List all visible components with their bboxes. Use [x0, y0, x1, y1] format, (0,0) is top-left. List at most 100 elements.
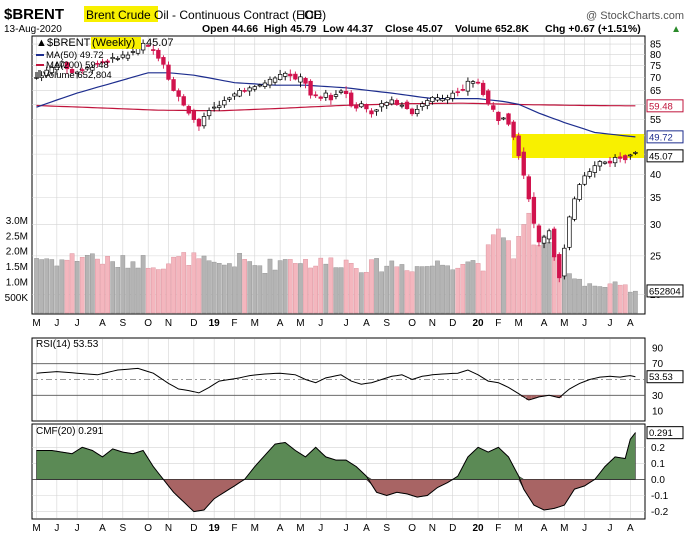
- candle-body: [74, 71, 80, 74]
- x-month-label: F: [231, 523, 237, 534]
- volume-bar: [171, 256, 176, 314]
- volume-bar: [156, 269, 161, 314]
- volume-bar: [511, 258, 516, 314]
- candle-body: [176, 90, 181, 97]
- price-tick-label: 65: [650, 86, 662, 97]
- rsi-tick-label: 90: [652, 343, 664, 354]
- volume-bar: [125, 267, 131, 314]
- x-month-label: M: [296, 523, 304, 534]
- x-axis-bottom: M J J A S O N D 19 F M A M J J A S O N D 20 F M A M J J A: [32, 523, 634, 534]
- candle-body: [557, 254, 562, 279]
- volume-tick-label: 3.0M: [6, 216, 28, 227]
- volume-bar: [64, 259, 70, 314]
- price-tick-label: 75: [650, 61, 662, 72]
- ma50-last-tag: 49.72: [649, 132, 673, 143]
- candle-body: [526, 176, 531, 200]
- candle-body: [409, 108, 415, 115]
- candle-body: [262, 82, 268, 87]
- candle-body: [343, 90, 349, 95]
- x-month-label: M: [296, 318, 304, 329]
- candle-body: [612, 157, 618, 164]
- volume-bar: [90, 253, 95, 314]
- volume-bar: [633, 290, 638, 314]
- candle-body: [562, 247, 567, 277]
- x-month-label: D: [190, 523, 197, 534]
- candle-body: [414, 109, 420, 115]
- volume-tick-label: 1.5M: [6, 262, 28, 273]
- candle-body: [420, 103, 425, 107]
- candle-body: [486, 90, 491, 105]
- volume-bar: [384, 265, 390, 314]
- close-last-tag-box: [646, 149, 684, 163]
- candle-body: [211, 106, 217, 109]
- candle-body: [110, 57, 115, 60]
- cmf-panel: 0.2 0.1 0.0 -0.1 -0.2 CMF(20) 0.291 0.291: [31, 423, 684, 520]
- x-month-label: D: [190, 318, 197, 329]
- volume-bar: [485, 244, 491, 314]
- candle-body: [475, 81, 481, 84]
- price-tick-label: 70: [650, 73, 662, 84]
- candle-body: [115, 58, 120, 60]
- volume-bar: [206, 260, 212, 314]
- volume-bar: [323, 263, 329, 314]
- volume-bar: [308, 267, 313, 314]
- volume-bar: [186, 265, 192, 314]
- volume-bar: [521, 224, 527, 314]
- candle-body: [151, 49, 156, 51]
- candle-body: [140, 42, 146, 51]
- candle-body: [130, 51, 136, 53]
- candle-body: [435, 97, 440, 101]
- volume-bar: [440, 264, 445, 314]
- candle-body: [338, 90, 344, 93]
- volume-bar: [49, 259, 55, 314]
- volume-bar: [399, 264, 405, 314]
- candle-body: [69, 69, 75, 73]
- volume-bar: [353, 268, 359, 314]
- x-month-label: M: [514, 523, 522, 534]
- chart-date: 13-Aug-2020: [4, 24, 62, 35]
- x-month-label: O: [144, 523, 152, 534]
- volume-bar: [567, 273, 572, 314]
- candle-body: [602, 161, 608, 164]
- candle-body: [186, 106, 191, 114]
- legend-ma50: MA(50) 49.72: [46, 50, 104, 61]
- candle-body: [369, 110, 374, 115]
- candle-body: [496, 111, 501, 122]
- volume-bar: [602, 287, 608, 314]
- candle-body: [587, 171, 592, 177]
- candle-body: [480, 82, 486, 95]
- quote-volume: Volume 652.8K: [455, 23, 529, 35]
- candle-body: [333, 94, 339, 97]
- candle-body: [577, 184, 582, 200]
- volume-bar: [181, 252, 187, 314]
- candle-body: [465, 80, 471, 92]
- ma200-last-tag-box: [646, 99, 684, 113]
- volume-bar: [612, 281, 618, 314]
- candle-body: [633, 152, 638, 154]
- volume-bar: [379, 271, 384, 314]
- candle-body: [166, 64, 171, 80]
- price-tick-label: 30: [650, 220, 662, 231]
- price-tick-label: 40: [650, 170, 662, 181]
- volume-bar: [39, 259, 44, 314]
- cmf-last-tag: 0.291: [649, 428, 673, 439]
- volume-bar: [333, 267, 339, 314]
- volume-bar: [313, 265, 318, 314]
- candle-body: [146, 45, 151, 47]
- volume-bar: [242, 259, 247, 314]
- volume-bar: [115, 267, 121, 314]
- quote-change: Chg +0.67 (+1.51%): [545, 23, 641, 35]
- x-month-label: J: [608, 318, 613, 329]
- candle-body: [323, 92, 328, 98]
- volume-bar: [120, 255, 126, 314]
- x-month-label: 19: [209, 318, 221, 329]
- x-month-label: N: [429, 318, 436, 329]
- candle-body: [531, 196, 537, 224]
- cmf-tick-label: -0.1: [651, 491, 669, 502]
- volume-bar: [227, 263, 232, 314]
- volume-bar: [490, 234, 496, 314]
- volume-bar: [419, 266, 425, 314]
- candle-body: [389, 99, 394, 105]
- candle-body: [450, 92, 455, 99]
- candle-body: [217, 105, 222, 108]
